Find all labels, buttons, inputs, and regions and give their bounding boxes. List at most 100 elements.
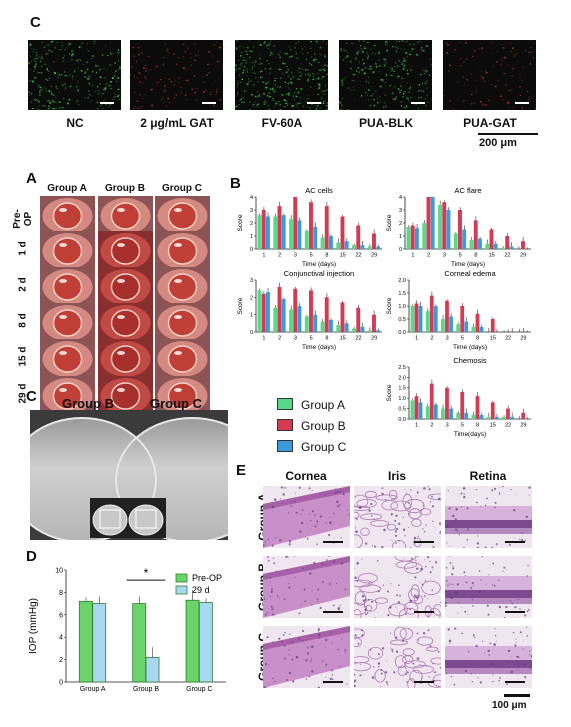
y-tick-label: 1 (250, 313, 253, 319)
x-tick-label: 29 (371, 253, 377, 259)
x-tick-label: 3 (294, 253, 297, 259)
chart-title: Conjunctival injection (284, 269, 354, 278)
bar (324, 206, 329, 249)
x-tick-label: 5 (461, 423, 464, 429)
histology-image (445, 556, 532, 618)
bar (313, 314, 318, 332)
legend-swatch (277, 440, 293, 452)
eye-photo (155, 339, 210, 379)
legend-label: Group C (301, 440, 347, 454)
x-axis-label: Time (days) (453, 344, 487, 351)
x-tick-label: 5 (310, 336, 313, 342)
y-tick-label: 1.0 (398, 304, 406, 310)
x-tick-label: 3 (446, 336, 449, 342)
y-axis-label: Score (386, 384, 393, 401)
bar (356, 225, 361, 249)
bar (456, 324, 461, 332)
bar (485, 243, 490, 249)
eye-photo (40, 231, 95, 271)
panel-label-b: B (230, 175, 241, 192)
bar (425, 311, 430, 332)
bar (277, 206, 282, 249)
bar (475, 313, 480, 332)
y-tick-label: 2 (399, 221, 402, 227)
fluorescence-image (339, 40, 432, 110)
bar (510, 416, 514, 419)
bar (456, 412, 461, 419)
bar (198, 602, 213, 683)
histology-image (445, 626, 532, 688)
x-tick-label: 15 (340, 336, 346, 342)
legend-item: Group C (277, 440, 346, 454)
bar (490, 319, 495, 332)
legend-label: Pre-OP (192, 573, 222, 583)
histology-column-label: Iris (387, 469, 406, 483)
photo-row-label: 8 d (17, 313, 29, 328)
bar (414, 303, 419, 332)
legend-item: Group B (277, 419, 346, 433)
x-tick-label: 29 (520, 336, 526, 342)
bar (277, 286, 282, 332)
eye-photo (155, 267, 210, 307)
bar (344, 241, 349, 249)
histology-column-label: Retina (469, 469, 507, 483)
bar (460, 306, 465, 332)
bar (360, 326, 365, 332)
fluorescence-label: PUA-BLK (359, 116, 413, 130)
x-tick-label: 5 (310, 253, 313, 259)
bar (297, 306, 302, 332)
bar (429, 383, 434, 419)
y-tick-label: 2 (59, 657, 63, 664)
bar (489, 229, 494, 249)
bar (406, 226, 411, 249)
significance-star: * (144, 566, 149, 580)
bar (78, 600, 93, 683)
bar (521, 241, 525, 249)
dish-label-group-c: Group C (150, 396, 202, 411)
eye-photo (40, 267, 95, 307)
bar (297, 220, 302, 249)
photo-row-label: 15 d (17, 346, 29, 367)
legend-item: Group A (277, 398, 345, 412)
y-tick-label: 8 (59, 590, 63, 597)
fluorescence-image (130, 40, 223, 110)
y-tick-label: 3 (250, 278, 253, 284)
bar (257, 290, 262, 332)
y-tick-label: 2 (250, 221, 253, 227)
eye-photo (155, 231, 210, 271)
x-tick-label: 3 (443, 253, 446, 259)
histology-column-label: Cornea (285, 469, 327, 483)
chart-title: AC flare (454, 186, 481, 195)
bar (441, 319, 445, 332)
y-tick-label: 4 (59, 635, 63, 642)
bar (336, 325, 341, 332)
x-tick-label: 29 (520, 423, 526, 429)
y-axis-label: IOP (mmHg) (28, 598, 39, 654)
y-axis-label: Score (237, 214, 244, 231)
bar (438, 204, 442, 249)
bar (449, 408, 453, 419)
x-tick-label: 8 (476, 423, 479, 429)
x-axis-label: Time (days) (302, 344, 336, 351)
bar (473, 220, 478, 249)
bar (479, 326, 484, 332)
bar (462, 229, 467, 249)
legend-swatch (277, 398, 293, 410)
bar (356, 307, 361, 332)
x-tick-label: 15 (490, 336, 496, 342)
x-tick-label: 3 (294, 336, 297, 342)
bar (446, 210, 451, 249)
bar (460, 391, 465, 419)
eye-photo (155, 376, 210, 416)
bar (509, 246, 514, 249)
bar (320, 321, 325, 332)
y-tick-label: 3 (399, 208, 402, 214)
bar (464, 412, 469, 419)
eye-photo (98, 196, 153, 236)
photo-column-label: Group B (105, 183, 145, 194)
x-tick-label: 8 (325, 336, 328, 342)
bar (425, 406, 430, 419)
bar (441, 408, 445, 419)
bar (414, 396, 419, 419)
chart-ac-flare: 0 1 2 3 4 1 2 3 5 8 15 22 29 Time (days) Score AC flare (385, 185, 533, 272)
